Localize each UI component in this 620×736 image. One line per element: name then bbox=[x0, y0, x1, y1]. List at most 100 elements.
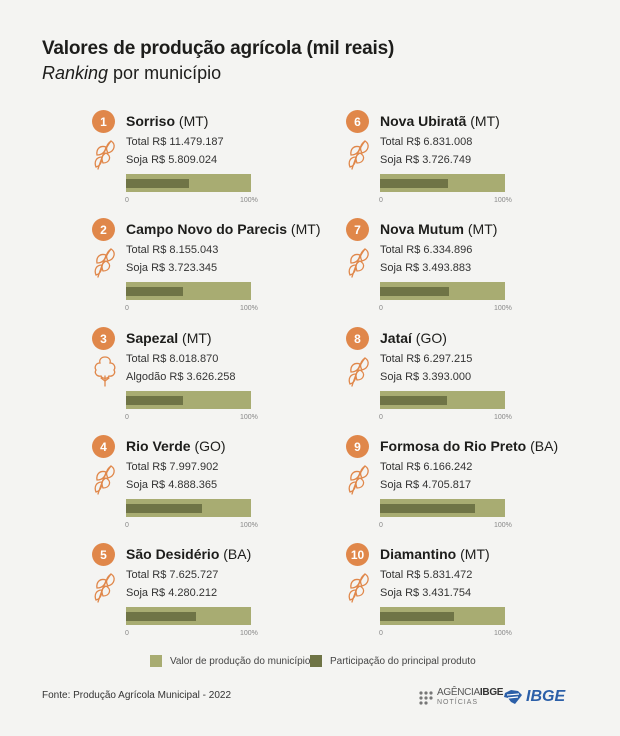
scale-min-label: 0 bbox=[379, 522, 383, 529]
total-bar bbox=[380, 499, 505, 517]
total-value: Total R$ 6.334.896 bbox=[380, 244, 473, 256]
source-note: Fonte: Produção Agrícola Municipal - 202… bbox=[42, 690, 231, 701]
total-bar bbox=[126, 607, 251, 625]
state-code: (MT) bbox=[456, 546, 490, 562]
product-value: Soja R$ 3.431.754 bbox=[380, 587, 472, 599]
total-bar bbox=[380, 282, 505, 300]
product-value: Soja R$ 3.723.345 bbox=[126, 262, 218, 274]
state-code: (BA) bbox=[219, 546, 252, 562]
scale-max-label: 100% bbox=[240, 630, 258, 637]
subtitle-ranking: Ranking bbox=[42, 63, 109, 83]
ranking-entry: 8 Jataí (GO) Total R$ 6.297.215 Soja R$ 3.3… bbox=[346, 327, 596, 427]
state-code: (GO) bbox=[411, 330, 447, 346]
soy-icon bbox=[92, 461, 118, 497]
product-share-bar bbox=[126, 179, 190, 188]
ibge-brazil-map-icon bbox=[504, 690, 522, 704]
total-bar bbox=[126, 499, 251, 517]
municipality-name: Formosa do Rio Preto (BA) bbox=[380, 438, 558, 454]
municipality-name: Sapezal (MT) bbox=[126, 330, 212, 346]
total-value: Total R$ 7.997.902 bbox=[126, 461, 219, 473]
municipality-name: Nova Mutum (MT) bbox=[380, 221, 497, 237]
product-share-bar bbox=[380, 179, 449, 188]
product-share-bar bbox=[380, 396, 448, 405]
chart-title: Valores de produção agrícola (mil reais) bbox=[42, 38, 395, 59]
product-value: Soja R$ 5.809.024 bbox=[126, 154, 218, 166]
scale-max-label: 100% bbox=[240, 522, 258, 529]
total-bar bbox=[380, 607, 505, 625]
scale-max-label: 100% bbox=[240, 305, 258, 312]
agencia-ibge-word: IBGE bbox=[479, 687, 504, 698]
soy-icon bbox=[346, 353, 372, 389]
state-code: (MT) bbox=[287, 221, 321, 237]
city-name: Nova Mutum bbox=[380, 221, 464, 237]
chart-subtitle: Ranking por município bbox=[42, 63, 221, 84]
soy-icon bbox=[92, 136, 118, 172]
rank-badge: 5 bbox=[92, 543, 115, 566]
soy-icon bbox=[92, 244, 118, 280]
product-share-bar bbox=[126, 504, 203, 513]
scale-max-label: 100% bbox=[240, 414, 258, 421]
city-name: Sapezal bbox=[126, 330, 179, 346]
total-bar bbox=[380, 391, 505, 409]
rank-badge: 10 bbox=[346, 543, 369, 566]
total-bar bbox=[126, 174, 251, 192]
scale-max-label: 100% bbox=[494, 305, 512, 312]
total-value: Total R$ 6.831.008 bbox=[380, 136, 473, 148]
product-value: Algodão R$ 3.626.258 bbox=[126, 371, 236, 383]
scale-max-label: 100% bbox=[494, 414, 512, 421]
scale-max-label: 100% bbox=[240, 197, 258, 204]
state-code: (MT) bbox=[464, 221, 498, 237]
product-share-bar bbox=[380, 287, 449, 296]
ranking-entry: 7 Nova Mutum (MT) Total R$ 6.334.896 Soja R… bbox=[346, 218, 596, 318]
municipality-name: São Desidério (BA) bbox=[126, 546, 251, 562]
ibge-logo: IBGE bbox=[503, 688, 565, 706]
total-value: Total R$ 8.155.043 bbox=[126, 244, 219, 256]
total-bar bbox=[126, 282, 251, 300]
legend-label-total: Valor de produção do município bbox=[170, 655, 311, 667]
total-value: Total R$ 7.625.727 bbox=[126, 569, 219, 581]
product-share-bar bbox=[126, 287, 184, 296]
product-value: Soja R$ 3.393.000 bbox=[380, 371, 472, 383]
state-code: (MT) bbox=[175, 113, 209, 129]
legend-total: Valor de produção do município bbox=[150, 655, 310, 667]
soy-icon bbox=[92, 569, 118, 605]
ranking-entry: 5 São Desidério (BA) Total R$ 7.625.727 Soj… bbox=[92, 543, 342, 643]
rank-badge: 1 bbox=[92, 110, 115, 133]
legend-swatch-total bbox=[150, 655, 162, 667]
city-name: Formosa do Rio Preto bbox=[380, 438, 527, 454]
ranking-entry: 2 Campo Novo do Parecis (MT) Total R$ 8.15… bbox=[92, 218, 342, 318]
cotton-icon bbox=[92, 353, 118, 389]
total-value: Total R$ 5.831.472 bbox=[380, 569, 473, 581]
municipality-name: Jataí (GO) bbox=[380, 330, 447, 346]
legend-swatch-product bbox=[310, 655, 322, 667]
agencia-word: AGÊNCIA bbox=[437, 687, 480, 698]
legend-label-product: Participação do principal produto bbox=[330, 655, 476, 667]
ranking-entry: 6 Nova Ubiratã (MT) Total R$ 6.831.008 Soja… bbox=[346, 110, 596, 210]
municipality-name: Campo Novo do Parecis (MT) bbox=[126, 221, 320, 237]
legend-product: Participação do principal produto bbox=[310, 655, 476, 667]
city-name: Rio Verde bbox=[126, 438, 191, 454]
scale-min-label: 0 bbox=[125, 522, 129, 529]
city-name: Sorriso bbox=[126, 113, 176, 129]
state-code: (MT) bbox=[178, 330, 212, 346]
scale-min-label: 0 bbox=[125, 414, 129, 421]
agencia-ibge-logo: AGÊNCIAIBGE NOTÍCIAS bbox=[418, 688, 503, 708]
ibge-logo-text: IBGE bbox=[526, 688, 566, 705]
scale-min-label: 0 bbox=[125, 305, 129, 312]
municipality-name: Diamantino (MT) bbox=[380, 546, 490, 562]
scale-min-label: 0 bbox=[379, 414, 383, 421]
rank-badge: 9 bbox=[346, 435, 369, 458]
rank-badge: 7 bbox=[346, 218, 369, 241]
subtitle-rest: por município bbox=[108, 63, 222, 83]
city-name: Diamantino bbox=[380, 546, 457, 562]
product-value: Soja R$ 3.726.749 bbox=[380, 154, 472, 166]
product-value: Soja R$ 4.705.817 bbox=[380, 479, 472, 491]
state-code: (GO) bbox=[190, 438, 226, 454]
total-value: Total R$ 6.297.215 bbox=[380, 353, 473, 365]
ranking-entry: 1 Sorriso (MT) Total R$ 11.479.187 Soja R$ … bbox=[92, 110, 342, 210]
ranking-entry: 10 Diamantino (MT) Total R$ 5.831.472 Soja … bbox=[346, 543, 596, 643]
scale-min-label: 0 bbox=[379, 630, 383, 637]
rank-badge: 3 bbox=[92, 327, 115, 350]
scale-min-label: 0 bbox=[125, 197, 129, 204]
